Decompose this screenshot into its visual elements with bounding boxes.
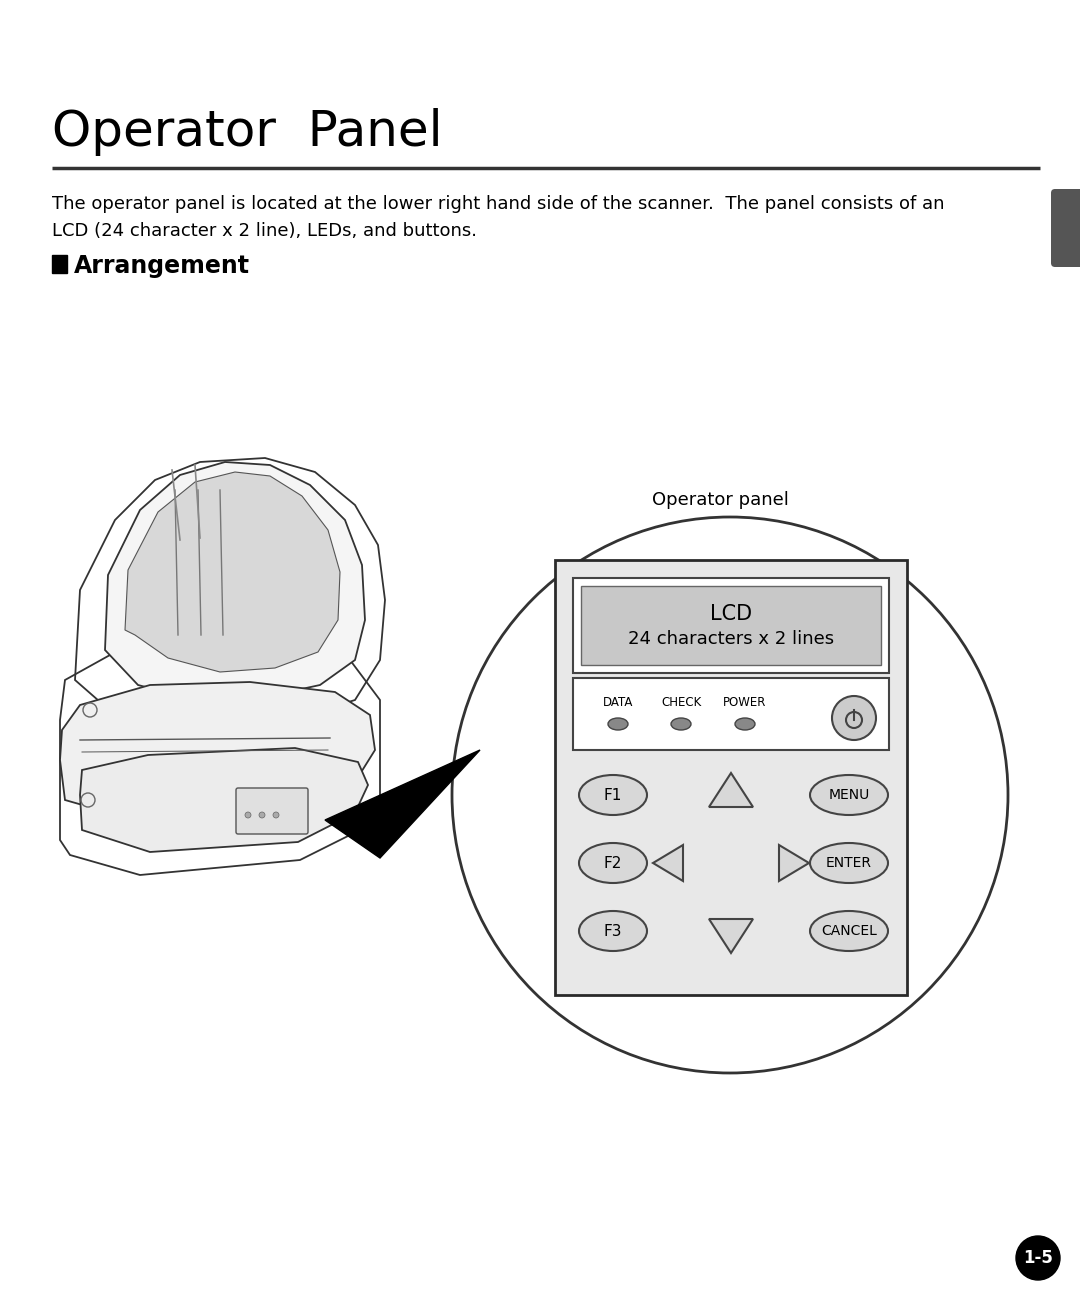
Polygon shape — [708, 773, 753, 807]
Polygon shape — [779, 846, 809, 881]
Ellipse shape — [810, 774, 888, 815]
Polygon shape — [708, 919, 753, 953]
Circle shape — [259, 812, 265, 818]
Polygon shape — [60, 682, 375, 820]
FancyBboxPatch shape — [555, 559, 907, 995]
FancyBboxPatch shape — [1051, 189, 1080, 267]
Text: CHECK: CHECK — [661, 695, 701, 708]
Text: LCD: LCD — [710, 603, 752, 623]
Text: MENU: MENU — [828, 787, 869, 802]
Ellipse shape — [579, 843, 647, 883]
FancyBboxPatch shape — [573, 578, 889, 673]
Text: CANCEL: CANCEL — [821, 925, 877, 938]
Ellipse shape — [579, 910, 647, 951]
Text: Operator panel: Operator panel — [651, 491, 788, 509]
FancyBboxPatch shape — [237, 787, 308, 834]
FancyBboxPatch shape — [581, 587, 881, 666]
Ellipse shape — [608, 717, 627, 730]
Circle shape — [245, 812, 251, 818]
Text: F2: F2 — [604, 856, 622, 870]
Text: F1: F1 — [604, 787, 622, 803]
Polygon shape — [105, 462, 365, 701]
Circle shape — [832, 695, 876, 739]
Polygon shape — [325, 750, 480, 859]
Text: ENTER: ENTER — [826, 856, 872, 870]
Text: F3: F3 — [604, 923, 622, 939]
Ellipse shape — [579, 774, 647, 815]
Circle shape — [273, 812, 279, 818]
Text: Operator  Panel: Operator Panel — [52, 107, 443, 155]
Ellipse shape — [810, 910, 888, 951]
Text: 1-5: 1-5 — [1023, 1248, 1053, 1267]
Polygon shape — [125, 471, 340, 672]
Text: The operator panel is located at the lower right hand side of the scanner.  The : The operator panel is located at the low… — [52, 196, 945, 212]
Polygon shape — [653, 846, 683, 881]
Circle shape — [453, 517, 1008, 1074]
FancyBboxPatch shape — [573, 679, 889, 750]
Ellipse shape — [671, 717, 691, 730]
Text: DATA: DATA — [603, 695, 633, 708]
Bar — [52, 255, 67, 273]
Text: 24 characters x 2 lines: 24 characters x 2 lines — [627, 631, 834, 649]
Text: Arrangement: Arrangement — [75, 254, 249, 278]
Ellipse shape — [810, 843, 888, 883]
Circle shape — [1016, 1235, 1059, 1279]
Ellipse shape — [735, 717, 755, 730]
Text: LCD (24 character x 2 line), LEDs, and buttons.: LCD (24 character x 2 line), LEDs, and b… — [52, 221, 477, 240]
Polygon shape — [80, 749, 368, 852]
Text: POWER: POWER — [724, 695, 767, 708]
